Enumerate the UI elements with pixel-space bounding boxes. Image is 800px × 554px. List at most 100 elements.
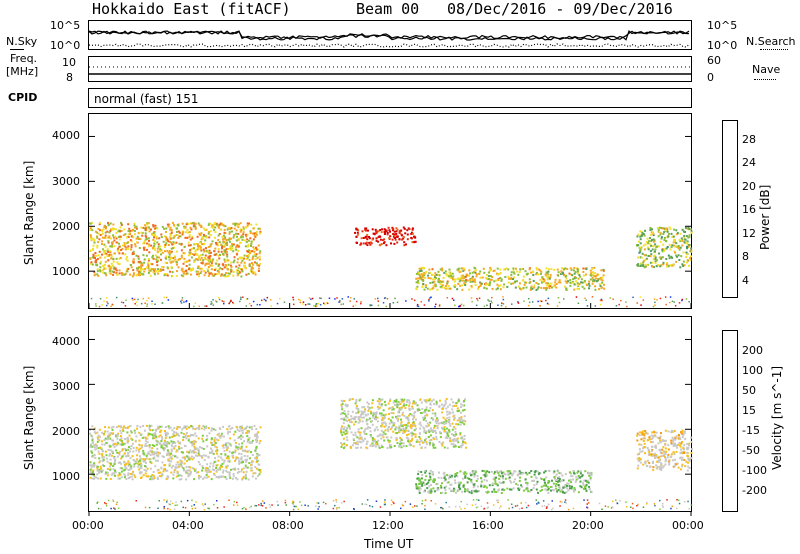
velocity-cell-0 — [188, 426, 191, 429]
velocity-cell-3 — [642, 447, 644, 450]
velocity-cell-3 — [641, 432, 644, 435]
velocity-cell-0 — [104, 426, 106, 429]
power-cell-0 — [167, 225, 170, 228]
velocity-cell-0 — [130, 467, 133, 470]
velocity-cell-0 — [153, 453, 156, 456]
power-cell-0 — [227, 238, 230, 241]
velocity-cell-0 — [109, 432, 112, 435]
velocity-cell-1 — [361, 411, 364, 413]
power-cell-1 — [410, 232, 413, 235]
power-cell-1 — [390, 242, 392, 245]
velocity-cell-0 — [117, 425, 120, 428]
velocity-cell-1 — [420, 440, 423, 443]
velocity-cell-0 — [193, 440, 196, 443]
power-cell-0 — [97, 228, 100, 230]
power-cell-3 — [689, 228, 692, 231]
velocity-cell-1 — [397, 400, 400, 403]
velocity-cell-0 — [197, 448, 200, 451]
velocity-cell-3 — [680, 442, 683, 445]
velocity-cell-1 — [357, 418, 360, 421]
velocity-cell-3 — [679, 438, 682, 441]
velocity-cell-1 — [378, 402, 381, 405]
velocity-cell-1 — [350, 415, 353, 418]
velocity-cell-2 — [447, 481, 450, 484]
velocity-cell-0 — [194, 451, 197, 454]
power-ground-scatter — [205, 305, 208, 307]
power-cell-0 — [114, 268, 117, 271]
velocity-cell-1 — [400, 424, 403, 427]
power-cell-0 — [217, 250, 220, 253]
power-cell-0 — [251, 258, 254, 261]
velocity-cell-0 — [148, 424, 151, 427]
power-ground-scatter — [653, 298, 656, 300]
power-cell-0 — [104, 267, 107, 270]
velocity-cell-1 — [384, 429, 387, 432]
power-cell-2 — [423, 274, 426, 277]
velocity-cell-0 — [126, 436, 129, 439]
power-ground-scatter — [394, 297, 396, 300]
velocity-cell-2 — [526, 482, 529, 485]
velocity-cell-1 — [400, 408, 403, 410]
power-cell-3 — [669, 248, 672, 251]
power-cell-0 — [108, 235, 111, 238]
velocity-cell-2 — [421, 484, 424, 487]
velocity-cell-1 — [429, 407, 432, 409]
power-cell-3 — [671, 236, 674, 238]
velocity-cell-1 — [346, 405, 349, 408]
velocity-cell-0 — [228, 460, 231, 463]
velocity-cell-0 — [115, 449, 118, 452]
power-cell-0 — [93, 271, 96, 274]
velocity-cell-1 — [360, 446, 362, 449]
power-cell-3 — [677, 247, 680, 249]
power-ground-scatter — [414, 299, 416, 302]
power-cell-0 — [218, 257, 221, 260]
velocity-cell-0 — [256, 436, 259, 439]
velocity-cell-0 — [157, 455, 160, 458]
velocity-cell-1 — [419, 398, 422, 401]
power-cell-0 — [99, 266, 102, 269]
power-cell-2 — [446, 280, 449, 283]
power-cell-0 — [131, 235, 134, 238]
velocity-cell-1 — [435, 402, 438, 405]
power-cell-0 — [132, 269, 135, 272]
power-cell-0 — [92, 253, 95, 256]
velocity-cell-2 — [449, 483, 452, 486]
velocity-cell-2 — [485, 491, 488, 493]
power-cell-1 — [369, 243, 372, 246]
velocity-cell-0 — [132, 447, 135, 449]
velocity-cell-0 — [182, 433, 185, 435]
power-cell-3 — [636, 264, 639, 267]
power-cell-2 — [585, 273, 587, 276]
power-cell-0 — [187, 231, 189, 234]
velocity-cell-0 — [96, 431, 99, 434]
power-cell-0 — [173, 242, 176, 245]
velocity-cell-0 — [168, 454, 171, 457]
power-cell-0 — [210, 243, 213, 245]
velocity-cell-2 — [529, 490, 532, 493]
velocity-cell-0 — [101, 431, 103, 434]
power-cell-0 — [171, 221, 174, 224]
velocity-cell-2 — [481, 469, 484, 472]
power-cell-3 — [682, 251, 685, 254]
power-cell-2 — [547, 270, 550, 273]
velocity-cell-1 — [353, 417, 356, 420]
velocity-cell-1 — [360, 441, 363, 444]
power-cell-0 — [195, 270, 198, 273]
power-cell-2 — [431, 281, 434, 284]
power-cell-2 — [533, 286, 536, 289]
velocity-cell-3 — [681, 430, 684, 433]
power-cell-0 — [150, 228, 152, 231]
velocity-cell-2 — [534, 471, 537, 474]
velocity-cell-1 — [384, 413, 387, 416]
velocity-cell-1 — [384, 422, 387, 425]
velocity-cell-0 — [246, 425, 249, 428]
power-cell-3 — [650, 240, 653, 243]
power-cell-0 — [139, 270, 142, 272]
power-cell-2 — [594, 277, 597, 280]
velocity-cell-2 — [484, 471, 487, 474]
velocity-cell-0 — [161, 438, 164, 441]
velocity-cell-1 — [342, 412, 344, 415]
power-cell-2 — [441, 284, 444, 287]
power-cell-3 — [682, 265, 685, 267]
velocity-cell-1 — [357, 416, 360, 418]
